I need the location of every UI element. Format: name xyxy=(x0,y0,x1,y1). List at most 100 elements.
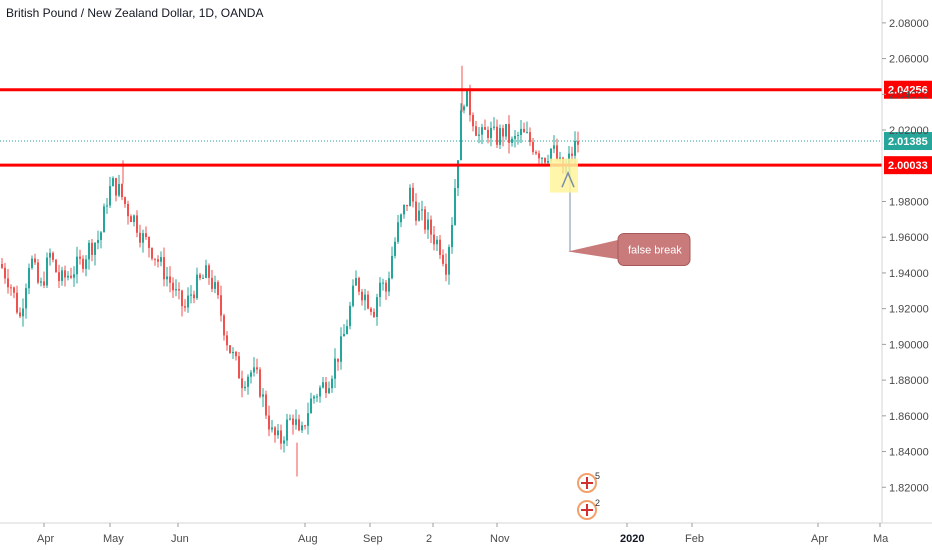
candle-body xyxy=(355,277,357,286)
candle-body xyxy=(523,128,525,133)
candle-body xyxy=(136,215,138,233)
candle-body xyxy=(88,242,90,260)
candle-body xyxy=(247,376,249,387)
candle-body xyxy=(199,274,201,279)
y-tick-label: 1.92000 xyxy=(889,304,929,316)
candle-body xyxy=(265,394,267,416)
candle-body xyxy=(538,153,540,159)
candle-body xyxy=(244,386,246,389)
x-tick-label: Jun xyxy=(171,533,189,545)
candle-body xyxy=(298,419,300,431)
candle-body xyxy=(412,187,414,202)
candle-body xyxy=(82,258,84,269)
level-price-label: 2.00033 xyxy=(888,160,928,172)
candle-body xyxy=(466,90,468,107)
candle-body xyxy=(418,210,420,221)
candle-body xyxy=(214,282,216,289)
candle-body xyxy=(367,294,369,309)
candle-body xyxy=(526,132,528,134)
badge-count: 5 xyxy=(595,471,600,481)
candle-body xyxy=(271,427,273,430)
candle-body xyxy=(37,262,39,283)
highlight-box[interactable] xyxy=(550,158,578,193)
candle-body xyxy=(109,186,111,206)
candle-body xyxy=(553,145,555,149)
candle-body xyxy=(322,382,324,388)
candle-body xyxy=(445,263,447,275)
candle-body xyxy=(46,257,48,286)
candle-body xyxy=(178,289,180,291)
y-tick-label: 1.82000 xyxy=(889,482,929,494)
candle-body xyxy=(502,128,504,137)
y-tick-label: 1.98000 xyxy=(889,196,929,208)
candle-body xyxy=(475,126,477,136)
horizontal-levels[interactable]: 2.04256 2.00033 2.01385 xyxy=(0,80,932,175)
candle-body xyxy=(391,255,393,279)
candle-body xyxy=(235,351,237,357)
candle-body xyxy=(121,183,123,198)
candle-body xyxy=(304,425,306,427)
candle-body xyxy=(289,418,291,420)
candle-body xyxy=(409,187,411,207)
candle-body xyxy=(415,201,417,221)
candle-body xyxy=(58,272,60,282)
candle-body xyxy=(13,287,15,293)
candle-body xyxy=(124,197,126,204)
callout-pointer xyxy=(568,239,620,260)
candle-body xyxy=(508,123,510,143)
y-tick-label: 1.96000 xyxy=(889,232,929,244)
candle-body xyxy=(52,252,54,260)
candle-body xyxy=(22,308,24,317)
candle-body xyxy=(349,305,351,327)
candle-body xyxy=(571,153,573,156)
candle-body xyxy=(31,258,33,268)
candle-body xyxy=(10,287,12,289)
candle-body xyxy=(163,257,165,280)
candle-body xyxy=(274,427,276,436)
candle-body xyxy=(256,367,258,370)
candle-body xyxy=(517,134,519,136)
y-tick-label: 1.90000 xyxy=(889,339,929,351)
candle-body xyxy=(280,430,282,444)
candle-body xyxy=(148,237,150,249)
candle-body xyxy=(460,110,462,161)
candle-body xyxy=(100,232,102,240)
candle-body xyxy=(484,127,486,130)
false-break-annotation[interactable]: false break xyxy=(550,158,691,266)
candle-body xyxy=(277,430,279,436)
candle-body xyxy=(55,259,57,273)
candle-body xyxy=(28,267,30,289)
candle-body xyxy=(202,277,204,279)
callout-box[interactable] xyxy=(617,232,691,266)
candle-body xyxy=(97,239,99,243)
candle-body xyxy=(328,388,330,394)
candle-body xyxy=(127,203,129,217)
x-tick-label: Apr xyxy=(811,533,828,545)
candle-body xyxy=(382,282,384,284)
event-badges[interactable]: 52 xyxy=(577,471,600,520)
candle-body xyxy=(229,345,231,354)
candle-body xyxy=(208,265,210,278)
candle-body xyxy=(457,160,459,189)
candle-body xyxy=(112,178,114,187)
candle-body xyxy=(187,295,189,308)
current-price-label: 2.01385 xyxy=(888,136,928,148)
level-price-tag xyxy=(884,80,932,99)
time-axis[interactable]: Apr May Jun Aug Sep 2 Nov 2020 Feb Apr Ma xyxy=(37,523,889,545)
candle-body xyxy=(436,239,438,245)
candle-body xyxy=(217,282,219,296)
candle-body xyxy=(451,224,453,248)
candle-body xyxy=(364,294,366,301)
candle-body xyxy=(16,292,18,313)
candle-body xyxy=(361,291,363,301)
candle-body xyxy=(181,290,183,307)
price-axis[interactable]: 2.08000 2.06000 2.04000 2.02000 1.98000 1.960… xyxy=(0,0,932,524)
candle-body xyxy=(70,275,72,278)
callout-label: false break xyxy=(628,244,682,256)
candle-body xyxy=(424,209,426,230)
candle-body xyxy=(433,234,435,245)
candle-body xyxy=(262,394,264,397)
x-tick-label: Feb xyxy=(685,533,704,545)
y-tick-label: 2.04000 xyxy=(889,89,929,101)
